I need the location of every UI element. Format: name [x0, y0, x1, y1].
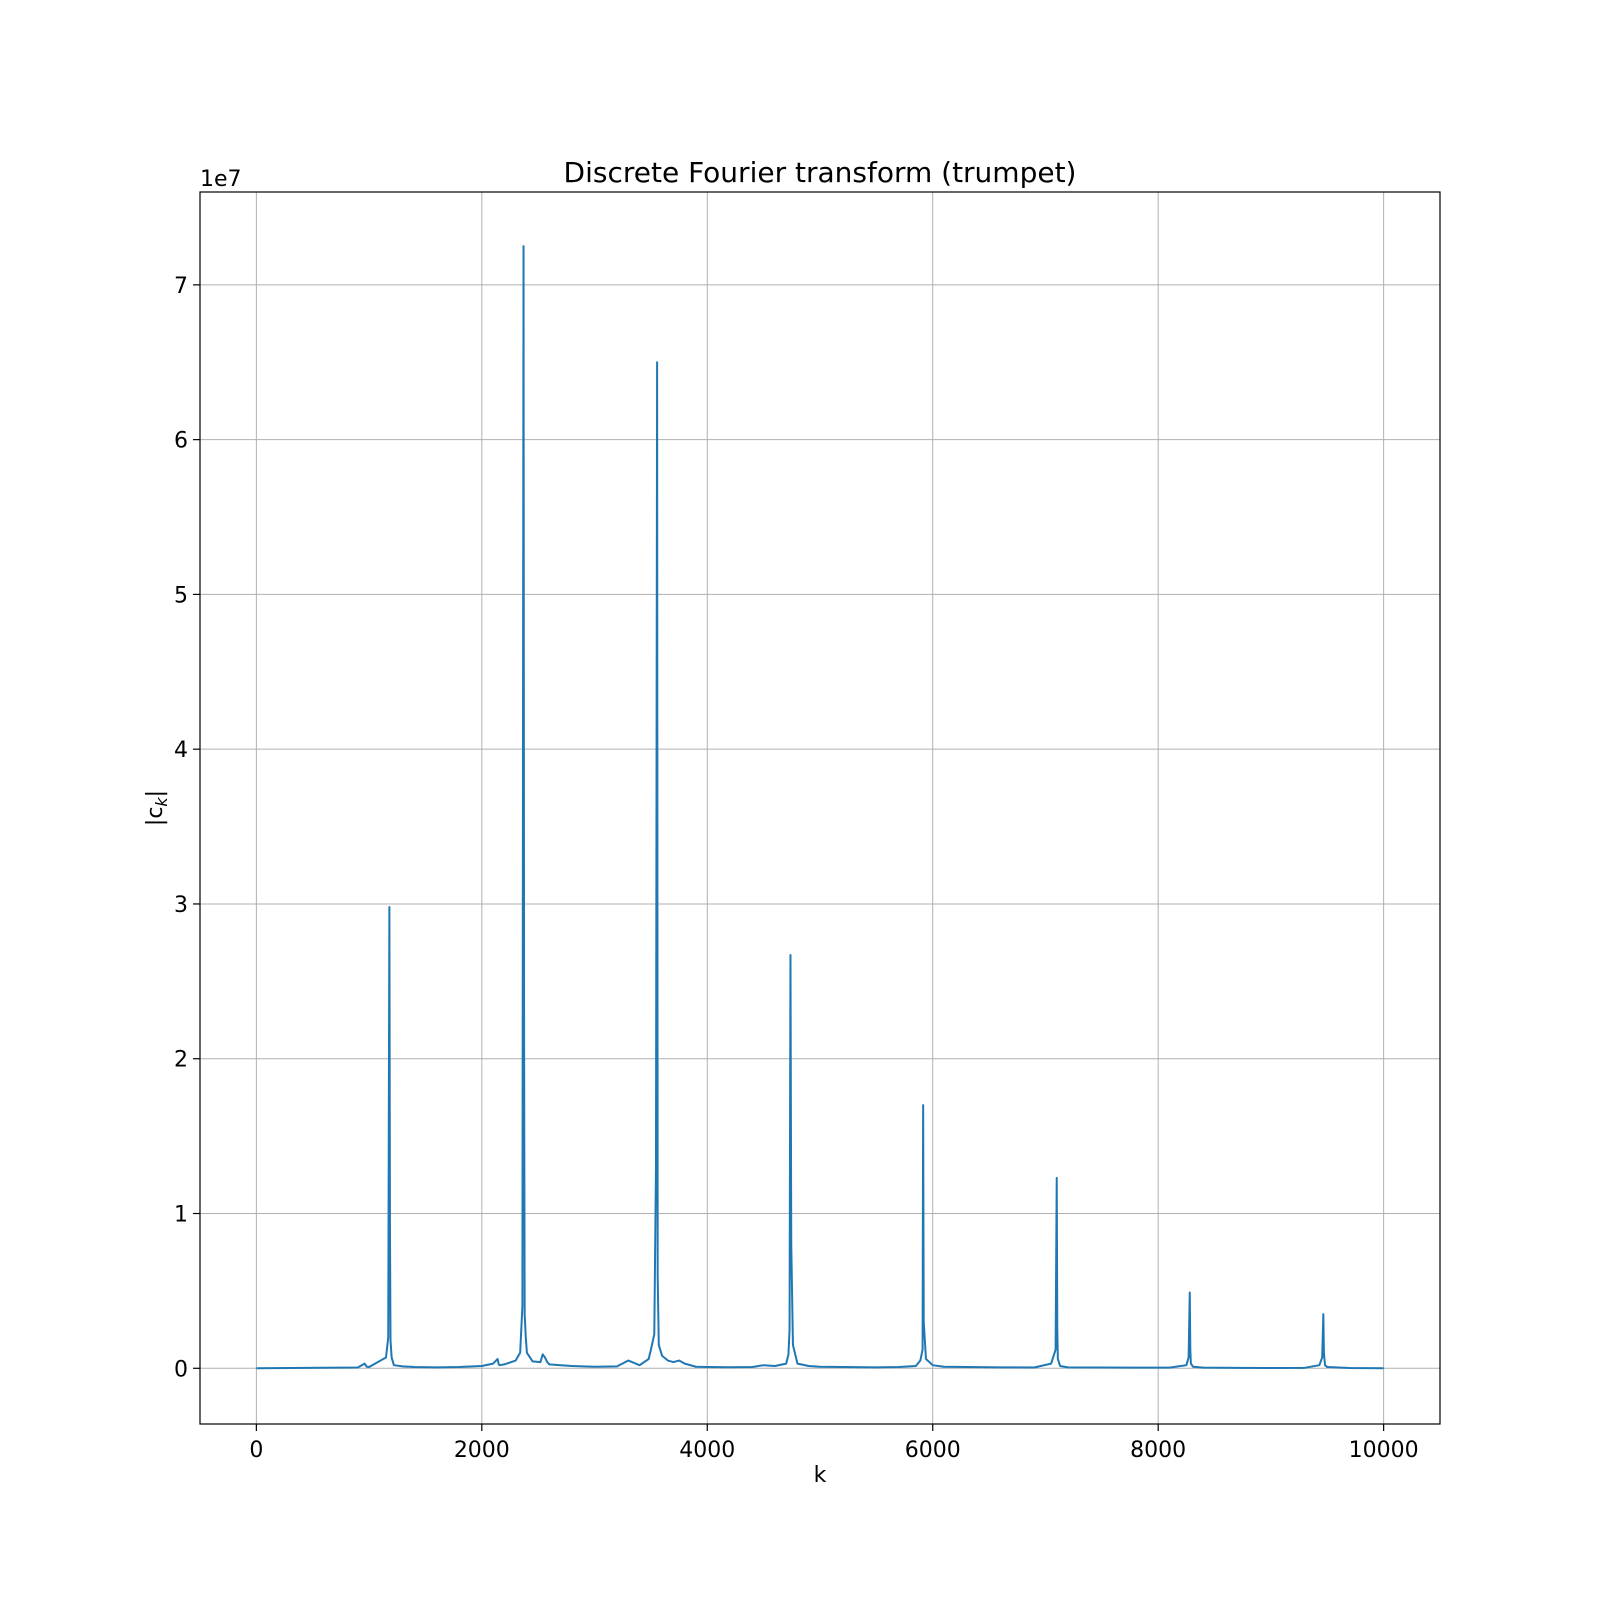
x-tick-label: 0 [249, 1438, 263, 1463]
x-axis-label: k [814, 1463, 827, 1488]
x-tick-label: 10000 [1349, 1438, 1419, 1463]
x-tick-label: 2000 [454, 1438, 510, 1463]
y-offset-text: 1e7 [200, 167, 242, 192]
y-tick-label: 1 [174, 1203, 188, 1228]
y-tick-label: 7 [174, 274, 188, 299]
x-axis-ticks: 0 2000 4000 6000 8000 10000 [249, 1424, 1419, 1463]
y-axis-label-base: |c [143, 807, 168, 827]
y-axis-label: |ck| [143, 790, 171, 826]
series-layer [256, 245, 1384, 1370]
y-tick-label: 5 [174, 583, 188, 608]
chart-title: Discrete Fourier transform (trumpet) [564, 156, 1077, 189]
y-tick-label: 0 [174, 1357, 188, 1382]
x-tick-label: 8000 [1130, 1438, 1186, 1463]
plot-frame [199, 191, 1441, 1425]
y-tick-label: 2 [174, 1048, 188, 1073]
grid [200, 192, 1440, 1424]
y-tick-label: 4 [174, 738, 188, 763]
y-axis-label-sub: k [152, 797, 171, 807]
x-tick-label: 4000 [679, 1438, 735, 1463]
y-tick-label: 6 [174, 429, 188, 454]
y-tick-label: 3 [174, 893, 188, 918]
y-axis-label-end: | [143, 790, 168, 797]
series-line [256, 245, 1384, 1370]
y-axis-ticks: 0 1 2 3 4 5 6 7 [174, 274, 200, 1382]
x-tick-label: 6000 [905, 1438, 961, 1463]
